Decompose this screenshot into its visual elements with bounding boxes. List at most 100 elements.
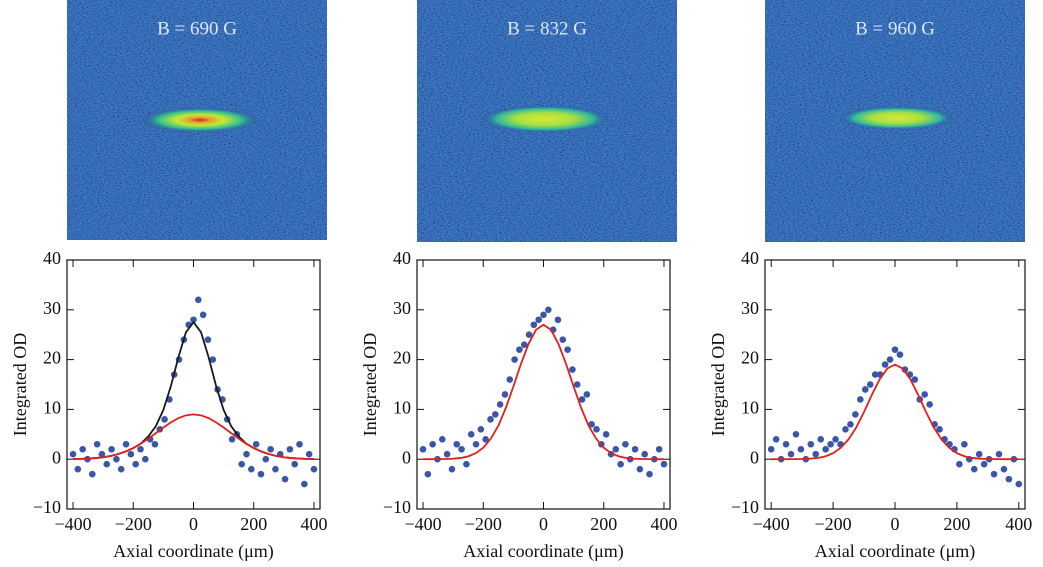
data-point	[1000, 465, 1008, 473]
data-point	[936, 426, 943, 433]
x-tick-label: 0	[189, 514, 198, 534]
data-point	[209, 356, 217, 363]
plot-frame	[416, 259, 671, 510]
data-point	[767, 445, 775, 453]
data-point	[228, 435, 236, 443]
data-point	[296, 440, 303, 448]
y-tick-label: 10	[393, 398, 411, 418]
data-point	[424, 470, 432, 478]
x-tick-label: 400	[300, 514, 327, 534]
x-tick-label: −400	[54, 514, 91, 534]
data-point	[477, 426, 485, 433]
x-tick-label: 400	[1005, 514, 1032, 534]
x-tick-label: −200	[815, 514, 852, 534]
data-point	[525, 331, 533, 339]
y-tick-label: 20	[741, 348, 759, 368]
data-point	[429, 440, 436, 448]
y-tick-label: 10	[741, 398, 759, 418]
data-point	[602, 431, 610, 438]
data-point	[267, 445, 274, 453]
data-point	[617, 460, 624, 468]
x-tick-label: 400	[650, 514, 677, 534]
data-point	[578, 396, 586, 403]
x-tick-label: −200	[115, 514, 152, 534]
data-point	[891, 346, 899, 353]
data-point	[516, 346, 523, 353]
data-point	[593, 426, 600, 433]
y-tick-label: −10	[383, 497, 411, 517]
data-point	[113, 455, 120, 463]
data-point	[961, 440, 968, 448]
data-point	[305, 450, 313, 458]
data-point	[243, 450, 250, 458]
data-point	[482, 435, 489, 443]
image-label: B = 832 G	[507, 18, 587, 39]
data-point	[926, 401, 933, 408]
data-point	[492, 411, 499, 418]
x-axis-label: Axial coordinate (μm)	[815, 541, 976, 562]
y-tick-label: 40	[393, 248, 411, 268]
data-point	[807, 440, 815, 448]
data-point	[142, 455, 149, 463]
data-point	[487, 416, 494, 423]
data-point	[530, 321, 538, 329]
data-point	[1015, 480, 1023, 488]
y-axis-label: Integrated OD	[10, 333, 30, 436]
fit-curve	[771, 363, 1019, 461]
data-point	[291, 460, 299, 468]
data-point	[569, 366, 576, 373]
data-point	[272, 465, 279, 473]
x-tick-label: 0	[539, 514, 548, 534]
fit-curve	[73, 413, 314, 460]
data-point	[812, 450, 820, 458]
data-point	[122, 440, 130, 448]
data-point	[612, 445, 620, 453]
data-point	[472, 440, 480, 448]
data-point	[832, 435, 839, 443]
data-point	[204, 336, 212, 343]
plot-frame	[66, 259, 321, 510]
data-point	[238, 460, 245, 468]
data-point	[896, 351, 904, 358]
data-point	[103, 460, 111, 468]
data-point	[583, 391, 591, 398]
data-point	[797, 445, 805, 453]
data-point	[511, 356, 518, 363]
atom-cloud	[140, 107, 260, 133]
data-point	[559, 336, 567, 343]
data-point	[956, 460, 963, 468]
y-tick-label: 40	[43, 248, 61, 268]
data-point	[817, 435, 825, 443]
data-point	[622, 440, 629, 448]
data-point	[463, 460, 470, 468]
y-tick-label: 10	[43, 398, 61, 418]
data-point	[252, 440, 260, 448]
data-point	[501, 391, 509, 398]
data-point	[886, 356, 894, 363]
data-point	[564, 346, 571, 353]
data-point	[990, 470, 998, 478]
data-point	[535, 316, 542, 324]
data-point	[842, 426, 849, 433]
data-point	[554, 316, 562, 324]
data-point	[195, 296, 202, 304]
y-tick-label: −10	[33, 497, 61, 517]
data-point	[787, 450, 795, 458]
y-tick-label: 0	[402, 447, 411, 467]
data-point	[573, 381, 581, 388]
data-point	[980, 460, 988, 468]
data-point	[419, 445, 427, 453]
data-point	[161, 416, 168, 423]
data-point	[151, 440, 159, 448]
x-tick-label: −400	[753, 514, 790, 534]
data-point	[453, 440, 461, 448]
data-point	[496, 401, 504, 408]
x-tick-label: −400	[404, 514, 441, 534]
data-point	[636, 465, 644, 473]
data-point	[641, 450, 648, 458]
data-point	[108, 445, 115, 453]
data-point	[782, 440, 790, 448]
fit-curve	[73, 320, 314, 460]
y-tick-label: 30	[43, 298, 61, 318]
x-tick-label: 0	[891, 514, 900, 534]
